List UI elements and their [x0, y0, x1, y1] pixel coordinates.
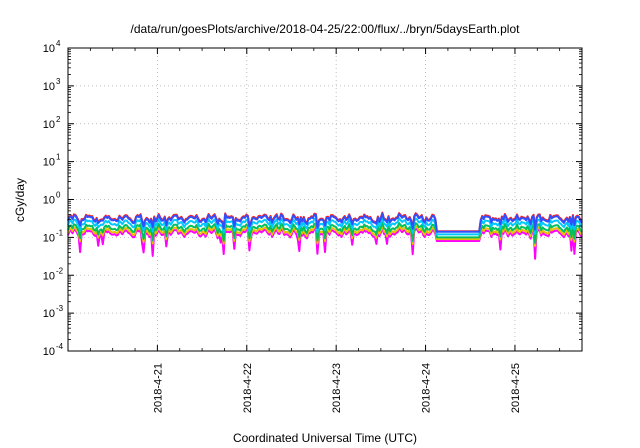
y-tick-label: 10: [43, 232, 55, 244]
y-axis-label: cGy/day: [13, 178, 27, 222]
y-tick-exponent: 1: [56, 153, 61, 162]
y-tick-exponent: 3: [56, 77, 61, 86]
y-tick-exponent: 4: [56, 39, 61, 48]
y-tick-label: 10: [43, 43, 55, 55]
y-tick-exponent: -1: [56, 228, 64, 237]
x-axis-label: Coordinated Universal Time (UTC): [233, 431, 417, 445]
x-tick-label: 2018-4-21: [152, 363, 164, 413]
y-tick-exponent: -3: [56, 304, 64, 313]
y-tick-label: 10: [43, 81, 55, 93]
y-tick-exponent: 0: [56, 191, 61, 200]
y-tick-label: 10: [43, 119, 55, 131]
y-tick-label: 10: [43, 346, 55, 358]
chart-title: /data/run/goesPlots/archive/2018-04-25/2…: [131, 22, 521, 36]
grid: [68, 48, 582, 351]
y-tick-label: 10: [43, 157, 55, 169]
y-tick-label: 10: [43, 270, 55, 282]
y-tick-exponent: -4: [56, 342, 64, 351]
x-tick-label: 2018-4-25: [510, 363, 522, 413]
y-tick-exponent: 2: [56, 115, 61, 124]
x-tick-label: 2018-4-23: [331, 363, 343, 413]
y-tick-exponent: -2: [56, 266, 64, 275]
x-tick-label: 2018-4-24: [421, 363, 433, 413]
x-axis: 2018-4-21 2018-4-22 2018-4-23 2018-4-24 2018…: [89, 48, 561, 413]
series-lines: [67, 211, 583, 260]
series-line: [67, 212, 583, 233]
x-tick-label: 2018-4-22: [242, 363, 254, 413]
y-tick-label: 10: [43, 195, 55, 207]
y-tick-label: 10: [43, 308, 55, 320]
